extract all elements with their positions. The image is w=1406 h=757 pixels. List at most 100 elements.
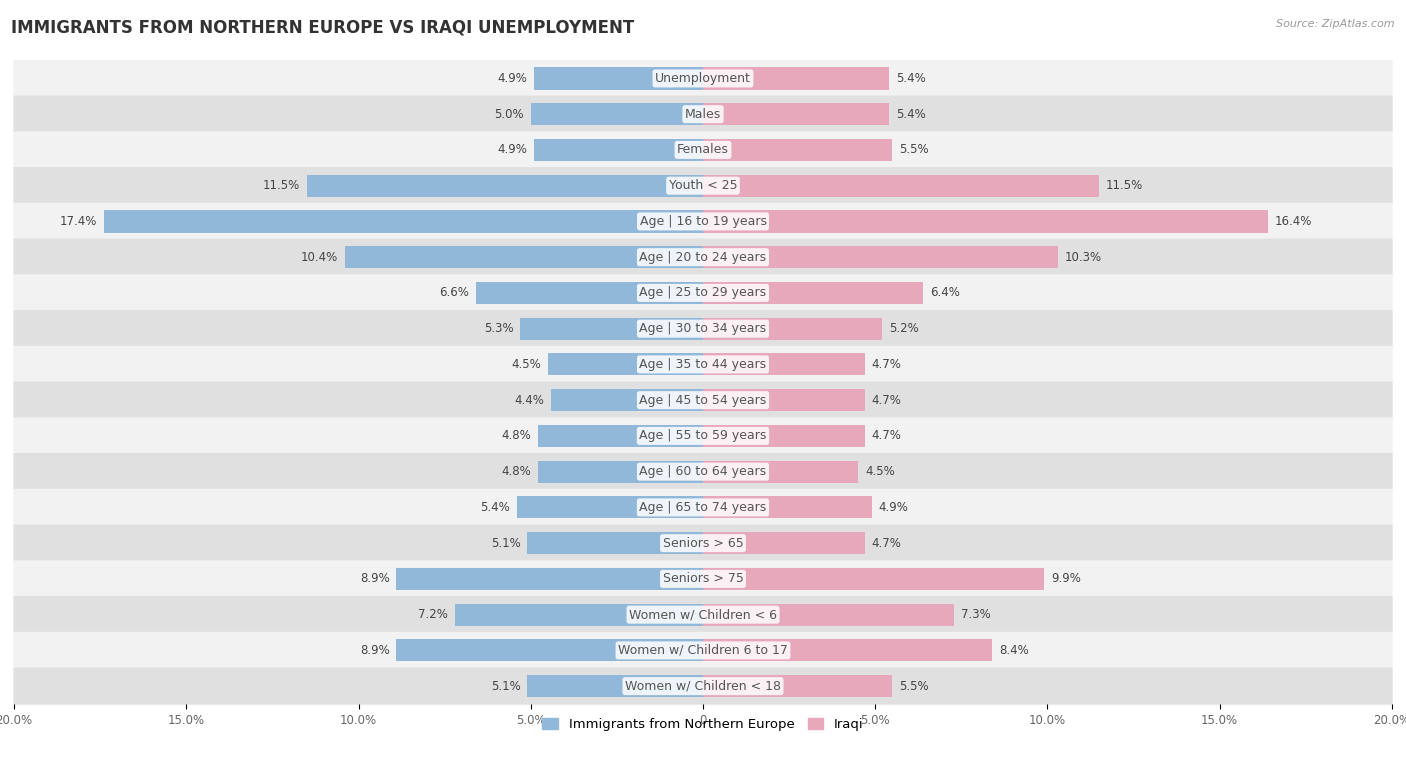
Bar bbox=[537, 460, 703, 483]
Text: 4.7%: 4.7% bbox=[872, 358, 901, 371]
Bar bbox=[534, 139, 703, 161]
Bar bbox=[703, 425, 865, 447]
Text: 5.2%: 5.2% bbox=[889, 322, 918, 335]
FancyBboxPatch shape bbox=[14, 132, 1392, 169]
Text: 11.5%: 11.5% bbox=[263, 179, 299, 192]
Bar bbox=[104, 210, 703, 232]
Text: 5.4%: 5.4% bbox=[896, 72, 925, 85]
Bar bbox=[703, 210, 1268, 232]
Bar bbox=[703, 103, 889, 125]
Text: 4.9%: 4.9% bbox=[498, 72, 527, 85]
FancyBboxPatch shape bbox=[14, 417, 1392, 454]
Legend: Immigrants from Northern Europe, Iraqi: Immigrants from Northern Europe, Iraqi bbox=[537, 712, 869, 736]
Bar bbox=[703, 67, 889, 89]
FancyBboxPatch shape bbox=[14, 346, 1392, 383]
Text: 4.5%: 4.5% bbox=[865, 465, 894, 478]
Bar bbox=[307, 175, 703, 197]
Text: IMMIGRANTS FROM NORTHERN EUROPE VS IRAQI UNEMPLOYMENT: IMMIGRANTS FROM NORTHERN EUROPE VS IRAQI… bbox=[11, 19, 634, 37]
FancyBboxPatch shape bbox=[14, 489, 1392, 526]
Text: 4.7%: 4.7% bbox=[872, 394, 901, 407]
Bar bbox=[703, 175, 1099, 197]
Text: 17.4%: 17.4% bbox=[59, 215, 97, 228]
Bar bbox=[475, 282, 703, 304]
Text: 8.4%: 8.4% bbox=[1000, 644, 1029, 657]
Text: Age | 20 to 24 years: Age | 20 to 24 years bbox=[640, 251, 766, 263]
Text: 7.3%: 7.3% bbox=[962, 608, 991, 621]
Text: 8.9%: 8.9% bbox=[360, 644, 389, 657]
Bar bbox=[520, 318, 703, 340]
Text: 4.4%: 4.4% bbox=[515, 394, 544, 407]
Text: 5.4%: 5.4% bbox=[481, 501, 510, 514]
Bar bbox=[344, 246, 703, 268]
FancyBboxPatch shape bbox=[14, 668, 1392, 705]
Text: Age | 60 to 64 years: Age | 60 to 64 years bbox=[640, 465, 766, 478]
Bar bbox=[517, 497, 703, 519]
Text: Males: Males bbox=[685, 107, 721, 120]
Text: 4.8%: 4.8% bbox=[501, 429, 531, 442]
Bar bbox=[703, 603, 955, 626]
Text: Age | 65 to 74 years: Age | 65 to 74 years bbox=[640, 501, 766, 514]
FancyBboxPatch shape bbox=[14, 167, 1392, 204]
Text: Females: Females bbox=[678, 143, 728, 157]
Text: 7.2%: 7.2% bbox=[418, 608, 449, 621]
Text: Source: ZipAtlas.com: Source: ZipAtlas.com bbox=[1277, 19, 1395, 29]
Bar bbox=[703, 282, 924, 304]
Text: 5.3%: 5.3% bbox=[484, 322, 513, 335]
Text: 5.4%: 5.4% bbox=[896, 107, 925, 120]
Text: 4.7%: 4.7% bbox=[872, 537, 901, 550]
Bar bbox=[703, 460, 858, 483]
Text: 11.5%: 11.5% bbox=[1107, 179, 1143, 192]
Text: Women w/ Children < 18: Women w/ Children < 18 bbox=[626, 680, 780, 693]
Text: Seniors > 65: Seniors > 65 bbox=[662, 537, 744, 550]
Bar bbox=[703, 675, 893, 697]
Bar bbox=[703, 354, 865, 375]
Bar bbox=[527, 532, 703, 554]
Text: Seniors > 75: Seniors > 75 bbox=[662, 572, 744, 585]
Text: Age | 16 to 19 years: Age | 16 to 19 years bbox=[640, 215, 766, 228]
Text: 6.4%: 6.4% bbox=[931, 286, 960, 300]
Bar bbox=[703, 318, 882, 340]
Text: 10.4%: 10.4% bbox=[301, 251, 337, 263]
Text: 16.4%: 16.4% bbox=[1275, 215, 1312, 228]
Text: 5.5%: 5.5% bbox=[900, 143, 929, 157]
Text: 8.9%: 8.9% bbox=[360, 572, 389, 585]
FancyBboxPatch shape bbox=[14, 382, 1392, 419]
Text: 9.9%: 9.9% bbox=[1050, 572, 1081, 585]
Text: Age | 35 to 44 years: Age | 35 to 44 years bbox=[640, 358, 766, 371]
Text: 4.5%: 4.5% bbox=[512, 358, 541, 371]
Text: 5.0%: 5.0% bbox=[495, 107, 524, 120]
Bar bbox=[703, 497, 872, 519]
Bar bbox=[527, 675, 703, 697]
Bar bbox=[703, 389, 865, 411]
Text: 4.9%: 4.9% bbox=[879, 501, 908, 514]
Bar bbox=[703, 246, 1057, 268]
Bar bbox=[548, 354, 703, 375]
Text: 5.5%: 5.5% bbox=[900, 680, 929, 693]
FancyBboxPatch shape bbox=[14, 203, 1392, 240]
FancyBboxPatch shape bbox=[14, 310, 1392, 347]
Bar bbox=[551, 389, 703, 411]
Bar bbox=[703, 640, 993, 662]
Text: Age | 30 to 34 years: Age | 30 to 34 years bbox=[640, 322, 766, 335]
Text: Unemployment: Unemployment bbox=[655, 72, 751, 85]
Bar bbox=[456, 603, 703, 626]
Text: 6.6%: 6.6% bbox=[439, 286, 468, 300]
Text: Youth < 25: Youth < 25 bbox=[669, 179, 737, 192]
FancyBboxPatch shape bbox=[14, 596, 1392, 633]
Bar bbox=[396, 568, 703, 590]
Bar bbox=[703, 532, 865, 554]
Text: 10.3%: 10.3% bbox=[1064, 251, 1102, 263]
Bar bbox=[703, 568, 1045, 590]
Bar bbox=[703, 139, 893, 161]
FancyBboxPatch shape bbox=[14, 453, 1392, 491]
Bar bbox=[537, 425, 703, 447]
Text: Age | 55 to 59 years: Age | 55 to 59 years bbox=[640, 429, 766, 442]
FancyBboxPatch shape bbox=[14, 95, 1392, 132]
FancyBboxPatch shape bbox=[14, 274, 1392, 312]
Text: 4.9%: 4.9% bbox=[498, 143, 527, 157]
Text: Age | 45 to 54 years: Age | 45 to 54 years bbox=[640, 394, 766, 407]
Text: Women w/ Children < 6: Women w/ Children < 6 bbox=[628, 608, 778, 621]
FancyBboxPatch shape bbox=[14, 632, 1392, 669]
Bar bbox=[396, 640, 703, 662]
Text: 5.1%: 5.1% bbox=[491, 680, 520, 693]
